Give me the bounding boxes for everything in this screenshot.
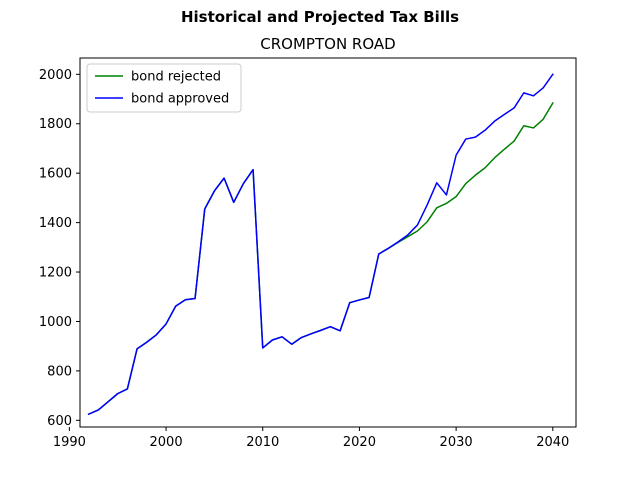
legend-entry-label: bond approved: [131, 92, 229, 107]
y-tick-label: 2000: [39, 68, 72, 83]
plot-lines: [87, 73, 554, 416]
y-tick-label: 1600: [39, 167, 72, 182]
y-tick-label: 1000: [39, 315, 72, 330]
x-tick-label: 2010: [246, 435, 279, 450]
chart-title: CROMPTON ROAD: [260, 35, 395, 53]
y-axis: 600 800 1000 1200 1400 1600 1800 2000: [39, 68, 80, 429]
x-tick-label: 2040: [536, 435, 569, 450]
x-tick-label: 2020: [343, 435, 376, 450]
y-tick-label: 800: [47, 364, 72, 379]
legend: bond rejected bond approved: [86, 63, 242, 113]
y-tick-label: 1800: [39, 117, 72, 132]
chart-suptitle: Historical and Projected Tax Bills: [181, 8, 459, 26]
legend-entry-label: bond rejected: [131, 70, 221, 85]
y-tick-label: 1200: [39, 266, 72, 281]
y-tick-label: 1400: [39, 216, 72, 231]
series-line-bond-approved: [87, 73, 554, 416]
x-axis: 1990 2000 2010 2020 2030 2040: [53, 427, 569, 450]
y-tick-label: 600: [47, 414, 72, 429]
x-tick-label: 1990: [53, 435, 86, 450]
x-tick-label: 2000: [150, 435, 183, 450]
x-tick-label: 2030: [440, 435, 473, 450]
axes-frame: [79, 57, 577, 428]
legend-box: [86, 63, 242, 113]
